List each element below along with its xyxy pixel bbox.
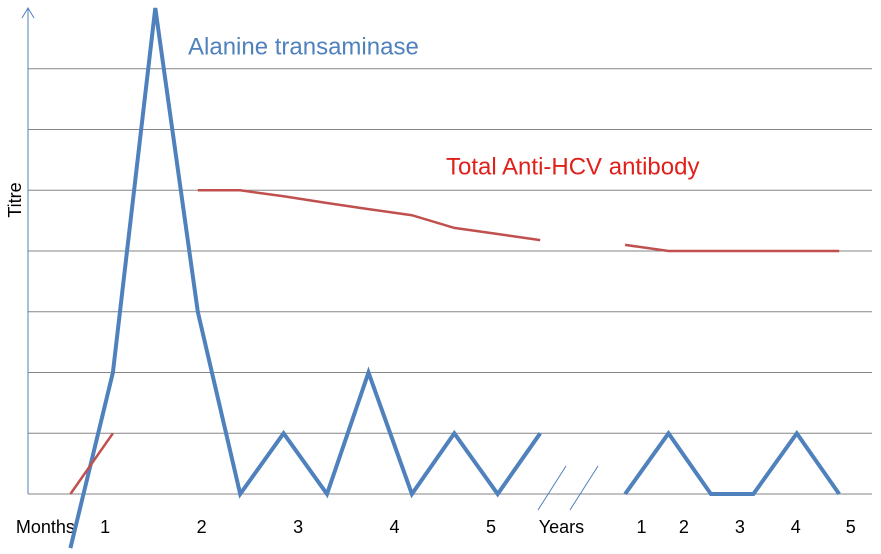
x-tick-label: 1	[100, 517, 110, 537]
x-tick-label: 4	[791, 517, 801, 537]
x-tick-label: Years	[539, 517, 584, 537]
break-mark	[537, 465, 567, 511]
x-tick-label: Months	[16, 517, 75, 537]
axis-break	[537, 465, 599, 511]
x-tick-label: 4	[390, 517, 400, 537]
x-tick-label: 2	[679, 517, 689, 537]
series-line	[68, 7, 841, 549]
x-tick-label: 1	[636, 517, 646, 537]
series-line	[69, 189, 840, 495]
x-tick-label: 2	[197, 517, 207, 537]
y-axis-label: Titre	[5, 182, 25, 217]
axis-arrow	[21, 7, 35, 19]
x-tick-label: 3	[735, 517, 745, 537]
x-tick-label: 5	[846, 517, 856, 537]
x-tick-label: 3	[293, 517, 303, 537]
series-annotation: Total Anti-HCV antibody	[446, 153, 699, 180]
x-tick-label: 5	[486, 517, 496, 537]
series-annotation: Alanine transaminase	[188, 33, 419, 60]
break-mark	[569, 465, 599, 511]
